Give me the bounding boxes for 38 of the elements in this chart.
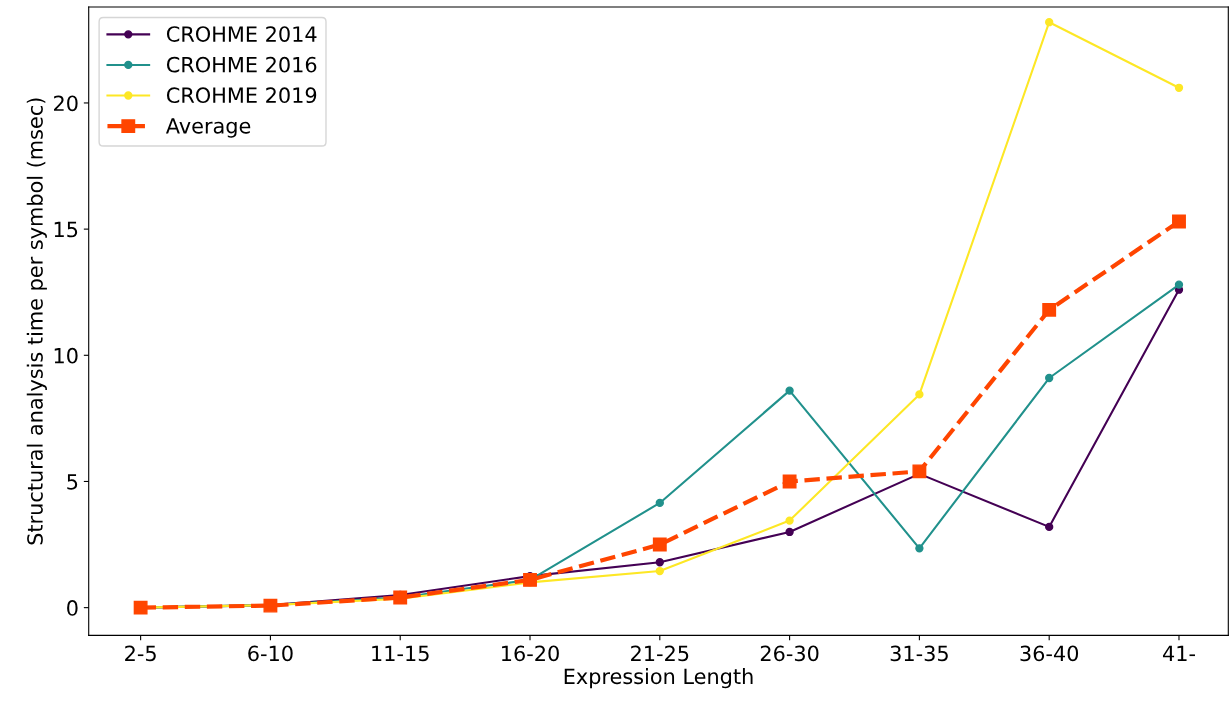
point (1045, 373, 1054, 383)
legend-label: CROHME 2014 (166, 26, 317, 42)
y-tick-label: 15 (54, 221, 78, 238)
x-tick-label: 31-35 (890, 645, 948, 662)
point (915, 544, 924, 553)
point (655, 558, 664, 567)
x-tick-label: 36-40 (1020, 645, 1079, 662)
point (785, 516, 794, 525)
point (915, 390, 924, 399)
legend-label: Average (165, 118, 251, 138)
x-tick-label: 6-10 (248, 645, 293, 662)
point (652, 537, 667, 552)
point (1174, 280, 1184, 289)
point (1045, 18, 1054, 27)
point (785, 527, 794, 537)
x-axis-title: Expression Length (564, 668, 753, 689)
x-tick-label: 2-5 (125, 645, 156, 662)
legend-label: CROHME 2019 (166, 87, 317, 104)
x-tick-label: 16-20 (502, 645, 559, 662)
y-tick-label: 0 (67, 600, 78, 616)
point (1172, 214, 1186, 229)
point (912, 464, 927, 479)
legend-label: CROHME 2016 (166, 56, 317, 73)
x-tick-label: 21-25 (631, 645, 689, 662)
x-tick-label: 26-30 (760, 645, 819, 662)
point (1042, 302, 1057, 317)
y-tick-label: 20 (54, 95, 78, 112)
point (655, 498, 664, 508)
point (655, 566, 664, 576)
y-tick-label: 10 (54, 347, 78, 364)
point (785, 386, 794, 395)
y-tick-label: 5 (67, 474, 78, 490)
point (782, 474, 797, 489)
point (1045, 522, 1054, 532)
point (1174, 83, 1184, 92)
x-tick-label: 41- (1162, 645, 1195, 661)
x-tick-label: 11-15 (372, 645, 429, 662)
y-axis-title: Structural analysis time per symbol (msec) (26, 98, 47, 545)
